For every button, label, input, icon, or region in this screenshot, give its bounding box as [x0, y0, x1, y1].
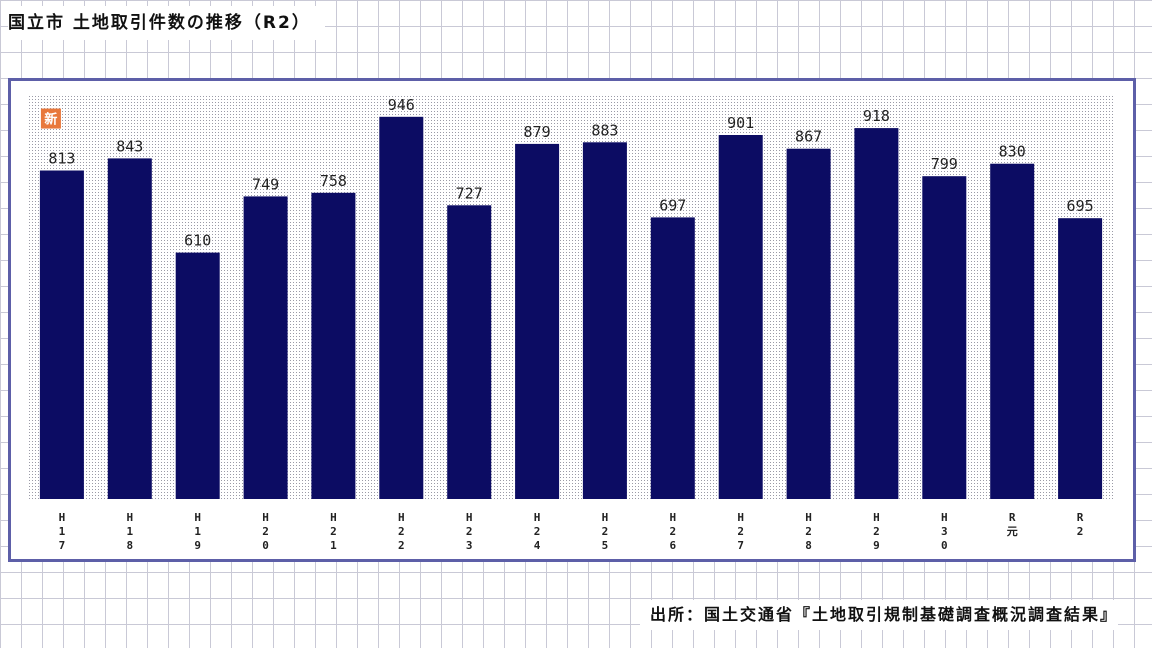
value-label-H25: 883	[591, 121, 618, 139]
bar-H30	[922, 176, 967, 499]
bar-H19	[175, 252, 220, 499]
x-tick-label-H30-1: 3	[941, 525, 948, 538]
x-tick-label-H25-1: 2	[602, 525, 609, 538]
x-tick-label-H27-2: 7	[737, 539, 744, 552]
x-tick-label-H20-1: 2	[262, 525, 269, 538]
x-tick-label-H18-0: H	[126, 511, 133, 524]
bar-R2	[1058, 218, 1103, 499]
bar-H29	[854, 128, 899, 499]
x-tick-label-H19-0: H	[194, 511, 201, 524]
value-label-H21: 758	[320, 172, 347, 190]
value-label-H19: 610	[184, 232, 211, 250]
x-tick-label-H21-2: 1	[330, 539, 337, 552]
value-label-H28: 867	[795, 128, 822, 146]
new-badge-text: 新	[44, 112, 57, 128]
bars-layer	[39, 116, 1103, 500]
x-tick-label-H19-1: 1	[194, 525, 201, 538]
x-tick-label-H21-1: 2	[330, 525, 337, 538]
x-tick-label-H17-1: 1	[59, 525, 66, 538]
x-tick-label-H29-1: 2	[873, 525, 880, 538]
new-badge-box	[40, 108, 61, 129]
x-tick-label-H19-2: 9	[194, 539, 201, 552]
value-label-H17: 813	[48, 150, 75, 168]
x-tick-label-H23-2: 3	[466, 539, 473, 552]
new-badge: 新	[40, 108, 61, 129]
x-tick-label-R2-1: 2	[1077, 525, 1084, 538]
x-tick-label-H23-1: 2	[466, 525, 473, 538]
bar-H17	[39, 170, 84, 499]
x-tick-label-H24-2: 4	[534, 539, 541, 552]
x-tick-label-H25-0: H	[602, 511, 609, 524]
x-tick-label-H22-1: 2	[398, 525, 405, 538]
value-label-H23: 727	[456, 184, 483, 202]
bar-H21	[311, 192, 356, 500]
x-tick-label-H27-0: H	[737, 511, 744, 524]
x-tick-label-H28-1: 2	[805, 525, 812, 538]
x-tick-label-H18-1: 1	[126, 525, 133, 538]
value-label-R2: 695	[1067, 197, 1094, 215]
value-label-R元: 830	[999, 143, 1026, 161]
value-label-H29: 918	[863, 107, 890, 125]
chart-title: 国立市 土地取引件数の推移（R2）	[8, 6, 325, 40]
x-tick-label-R元-0: R	[1009, 511, 1016, 524]
x-tick-label-H26-1: 2	[669, 525, 676, 538]
x-tick-label-H24-0: H	[534, 511, 541, 524]
bar-H26	[650, 217, 695, 499]
x-tick-label-H22-0: H	[398, 511, 405, 524]
x-tick-label-H20-0: H	[262, 511, 269, 524]
x-tick-label-H21-0: H	[330, 511, 337, 524]
x-tick-label-H27-1: 2	[737, 525, 744, 538]
bar-H24	[515, 143, 560, 499]
source-note: 出所：国土交通省『土地取引規制基礎調査概況調査結果』	[639, 600, 1118, 630]
x-tick-label-H20-2: 0	[262, 539, 269, 552]
x-tick-label-H26-0: H	[669, 511, 676, 524]
x-tick-label-H30-2: 0	[941, 539, 948, 552]
x-tick-labels-layer: H17H18H19H20H21H22H23H24H25H26H27H28H29H…	[59, 511, 1084, 552]
value-label-H26: 697	[659, 196, 686, 214]
value-label-H22: 946	[388, 96, 415, 114]
x-tick-label-H24-1: 2	[534, 525, 541, 538]
value-labels-layer: 813 843 610 749 758 946 727 879 883 697 901 867 918 7…	[48, 96, 1093, 250]
x-tick-label-H25-2: 5	[602, 539, 609, 552]
value-label-H18: 843	[116, 137, 143, 155]
value-label-H24: 879	[524, 123, 551, 141]
x-tick-label-R元-1: 元	[1007, 525, 1018, 538]
bar-H22	[379, 116, 424, 500]
x-tick-label-H17-0: H	[59, 511, 66, 524]
chart-frame: 813 843 610 749 758 946 727 879 883 697 901 867 918 7…	[8, 78, 1136, 562]
value-label-H20: 749	[252, 175, 279, 193]
x-tick-label-H18-2: 8	[126, 539, 133, 552]
value-label-H30: 799	[931, 155, 958, 173]
bar-H20	[243, 196, 288, 499]
x-tick-label-H17-2: 7	[59, 539, 66, 552]
bar-H25	[582, 142, 627, 500]
x-tick-label-H23-0: H	[466, 511, 473, 524]
x-tick-label-H29-2: 9	[873, 539, 880, 552]
bar-H27	[718, 135, 763, 499]
x-tick-label-H26-2: 6	[669, 539, 676, 552]
value-label-H27: 901	[727, 114, 754, 132]
x-tick-label-H22-2: 2	[398, 539, 405, 552]
bar-H18	[107, 158, 152, 499]
bar-H28	[786, 148, 831, 499]
x-tick-label-H28-2: 8	[805, 539, 812, 552]
x-tick-label-R2-0: R	[1077, 511, 1084, 524]
bar-H23	[447, 205, 492, 500]
bar-R元	[990, 163, 1035, 499]
x-tick-label-H30-0: H	[941, 511, 948, 524]
x-tick-label-H28-0: H	[805, 511, 812, 524]
x-tick-label-H29-0: H	[873, 511, 880, 524]
